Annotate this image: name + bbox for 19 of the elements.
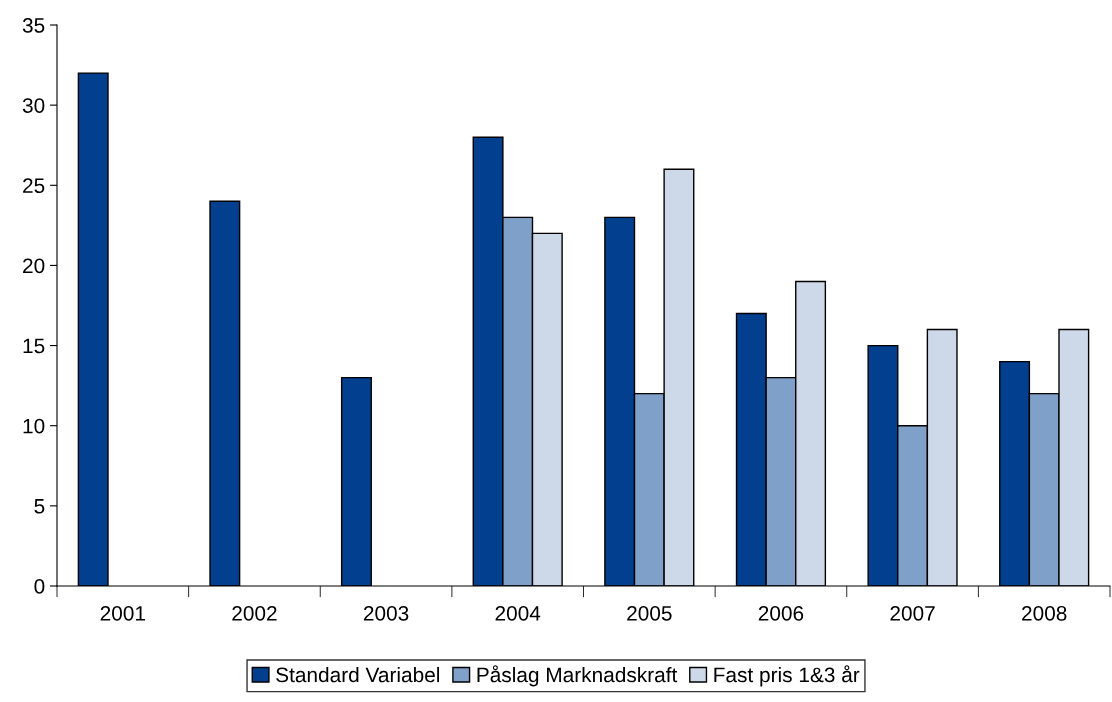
x-tick-label: 2005 — [627, 605, 672, 621]
y-tick-label: 10 — [23, 418, 45, 434]
x-tick-label: 2004 — [495, 605, 541, 621]
x-tick-label: 2008 — [1022, 605, 1067, 621]
y-tick-label: 35 — [22, 18, 45, 33]
x-tick-label: 2003 — [363, 605, 409, 621]
x-tick-label: 2006 — [758, 605, 804, 621]
y-tick-label: 15 — [23, 338, 45, 354]
y-tick-label: 25 — [23, 178, 45, 194]
x-tick-label: 2001 — [100, 605, 145, 621]
x-tick-label: 2007 — [890, 605, 935, 621]
legend-label: Påslag Marknadskraft — [477, 665, 678, 687]
legend-label: Fast pris 1&3 år — [714, 665, 860, 687]
y-tick-label: 30 — [22, 98, 45, 113]
y-tick-label: 5 — [34, 499, 45, 514]
legend-label: Standard Variabel — [276, 666, 440, 683]
y-tick-label: 0 — [34, 579, 45, 594]
x-tick-label: 2002 — [232, 605, 277, 621]
y-tick-label: 20 — [23, 258, 45, 274]
